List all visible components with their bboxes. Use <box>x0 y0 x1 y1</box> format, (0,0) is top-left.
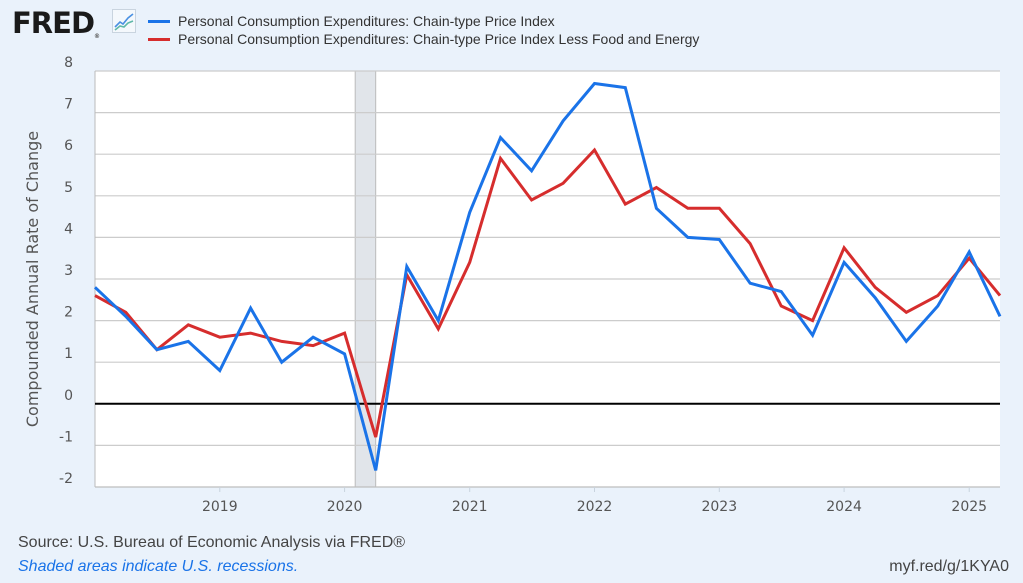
logo-text: FRED <box>12 6 95 40</box>
y-tick-label: 1 <box>64 346 73 362</box>
legend-item-core-pce[interactable]: Personal Consumption Expenditures: Chain… <box>148 30 699 48</box>
x-tick-label: 2022 <box>577 499 613 515</box>
logo-registered-mark: ® <box>94 33 100 40</box>
x-tick-label: 2021 <box>452 499 488 515</box>
legend-swatch-blue <box>148 19 170 23</box>
y-axis-label: Compounded Annual Rate of Change <box>23 131 42 427</box>
y-tick-label: -1 <box>59 429 73 445</box>
legend-label: Personal Consumption Expenditures: Chain… <box>178 31 700 47</box>
chart-legend: Personal Consumption Expenditures: Chain… <box>148 12 699 48</box>
y-tick-label: 0 <box>64 388 73 404</box>
y-tick-label: 8 <box>64 55 73 71</box>
y-tick-label: 3 <box>64 263 73 279</box>
short-url[interactable]: myf.red/g/1KYA0 <box>889 558 1009 575</box>
y-tick-label: 6 <box>64 138 73 154</box>
line-chart-icon <box>112 9 136 33</box>
y-tick-label: 7 <box>64 97 73 113</box>
fred-logo[interactable]: FRED® <box>12 6 100 40</box>
series-line-pce <box>93 81 1002 471</box>
legend-item-pce[interactable]: Personal Consumption Expenditures: Chain… <box>148 12 699 30</box>
x-tick-label: 2025 <box>951 499 987 515</box>
legend-label: Personal Consumption Expenditures: Chain… <box>178 13 555 29</box>
x-tick-label: 2019 <box>202 499 238 515</box>
x-tick-label: 2023 <box>701 499 737 515</box>
series-line-core-pce <box>94 147 1002 438</box>
y-tick-label: 2 <box>64 305 73 321</box>
y-tick-label: 4 <box>64 221 73 237</box>
legend-swatch-red <box>148 37 170 41</box>
y-tick-label: -2 <box>59 471 73 487</box>
source-note: Source: U.S. Bureau of Economic Analysis… <box>18 534 406 551</box>
recession-note[interactable]: Shaded areas indicate U.S. recessions. <box>18 558 299 575</box>
x-tick-label: 2024 <box>826 499 862 515</box>
x-tick-label: 2020 <box>327 499 363 515</box>
y-tick-label: 5 <box>64 180 73 196</box>
